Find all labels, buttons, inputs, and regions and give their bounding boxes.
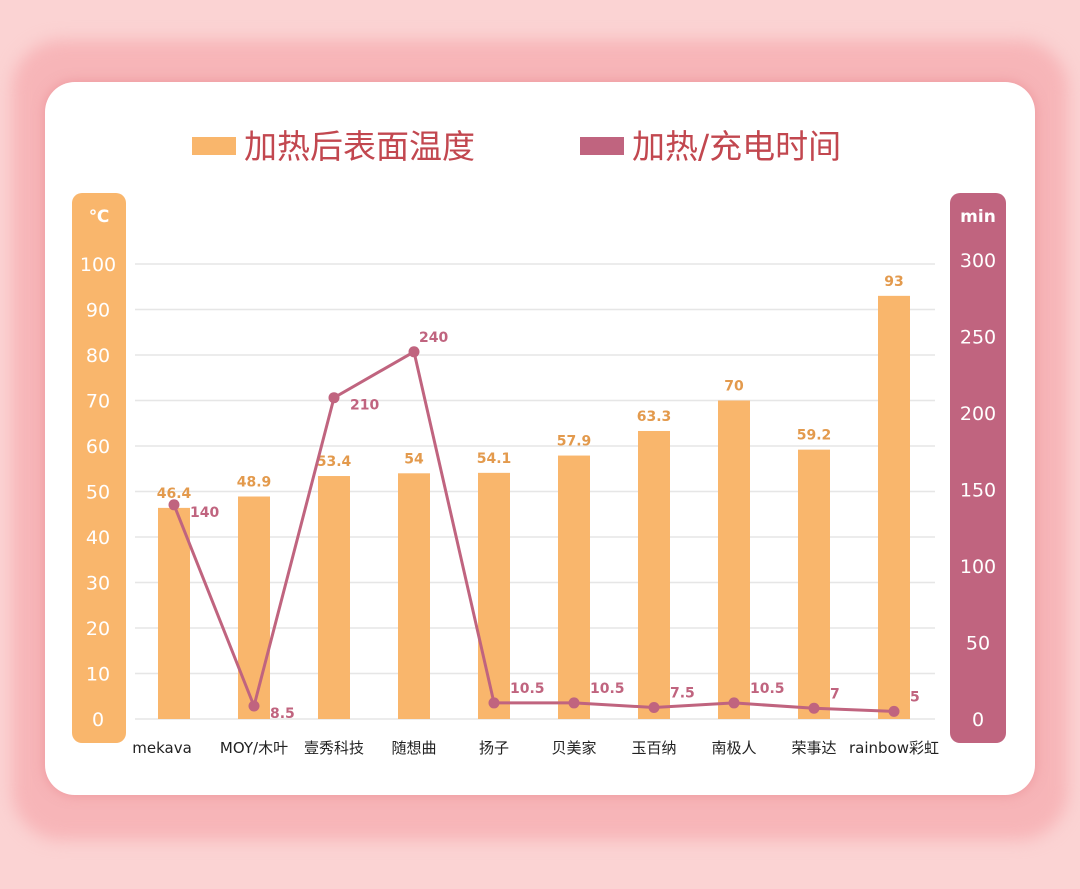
- right-axis-bar: [950, 193, 1006, 743]
- left-tick-label: 40: [86, 527, 110, 549]
- right-tick-label: 50: [966, 633, 990, 655]
- category-label: 扬子: [479, 739, 509, 757]
- left-axis-bar: [72, 193, 126, 743]
- left-tick-label: 70: [86, 391, 110, 413]
- legend-label-temperature: 加热后表面温度: [244, 127, 475, 166]
- time-point: [248, 700, 260, 712]
- bar-value-label: 46.4: [157, 486, 192, 502]
- bar: [158, 507, 190, 719]
- bar: [718, 400, 750, 719]
- category-label: rainbow彩虹: [849, 739, 939, 757]
- bar: [398, 473, 430, 719]
- left-tick-label: 50: [86, 482, 110, 504]
- category-label: 壹秀科技: [304, 739, 364, 757]
- left-tick-label: 80: [86, 345, 110, 367]
- legend-swatch-time: [580, 137, 624, 155]
- time-point: [488, 697, 500, 709]
- bar-value-label: 70: [724, 379, 744, 395]
- time-point: [328, 392, 340, 404]
- right-axis-unit: min: [960, 207, 996, 227]
- time-value-label: 7: [830, 686, 840, 702]
- category-label: 南极人: [711, 739, 756, 757]
- category-label: MOY/木叶: [220, 739, 288, 757]
- time-point: [408, 346, 420, 358]
- bar: [878, 295, 910, 719]
- time-point: [728, 697, 740, 709]
- bar-value-label: 53.4: [317, 454, 352, 470]
- right-tick-label: 200: [960, 403, 996, 425]
- bar-value-label: 54.1: [477, 451, 512, 467]
- left-tick-label: 60: [86, 436, 110, 458]
- time-point: [568, 697, 580, 709]
- bar-value-label: 63.3: [637, 409, 672, 425]
- time-value-label: 5: [910, 689, 920, 705]
- left-tick-label: 20: [86, 618, 110, 640]
- time-value-label: 7.5: [670, 686, 695, 702]
- category-label: 荣事达: [791, 739, 836, 757]
- right-tick-label: 0: [972, 709, 984, 731]
- bar: [238, 496, 270, 719]
- category-label: 随想曲: [391, 739, 436, 757]
- bar-value-label: 54: [404, 451, 424, 467]
- time-point: [168, 499, 180, 511]
- time-value-label: 240: [419, 330, 448, 346]
- right-tick-label: 300: [960, 250, 996, 272]
- left-axis-unit: ℃: [89, 207, 110, 227]
- time-value-label: 140: [190, 505, 219, 521]
- left-tick-label: 30: [86, 573, 110, 595]
- time-point: [648, 702, 660, 714]
- chart-card: [45, 82, 1035, 795]
- bar: [638, 430, 670, 719]
- bar: [478, 472, 510, 719]
- bar-value-label: 59.2: [797, 428, 832, 444]
- time-value-label: 10.5: [590, 681, 625, 697]
- bar: [558, 455, 590, 719]
- time-value-label: 10.5: [750, 681, 785, 697]
- left-tick-label: 0: [92, 709, 104, 731]
- time-value-label: 8.5: [270, 706, 295, 722]
- time-value-label: 210: [350, 398, 379, 414]
- right-tick-label: 100: [960, 556, 996, 578]
- category-label: 贝美家: [551, 739, 596, 757]
- time-point: [808, 702, 820, 714]
- category-label: mekava: [132, 739, 192, 757]
- right-tick-label: 150: [960, 480, 996, 502]
- left-tick-label: 100: [80, 254, 116, 276]
- bar: [318, 476, 350, 719]
- right-tick-label: 250: [960, 327, 996, 349]
- time-value-label: 10.5: [510, 681, 545, 697]
- category-label: 玉百纳: [631, 739, 676, 757]
- time-point: [888, 705, 900, 717]
- time-line: [172, 349, 895, 713]
- bar-value-label: 93: [884, 274, 903, 290]
- left-tick-label: 10: [86, 664, 110, 686]
- bar: [798, 449, 830, 719]
- bar-value-label: 57.9: [557, 434, 592, 450]
- bar-value-label: 48.9: [237, 475, 272, 491]
- legend-label-time: 加热/充电时间: [632, 127, 841, 166]
- left-tick-label: 90: [86, 300, 110, 322]
- legend-swatch-temperature: [192, 137, 236, 155]
